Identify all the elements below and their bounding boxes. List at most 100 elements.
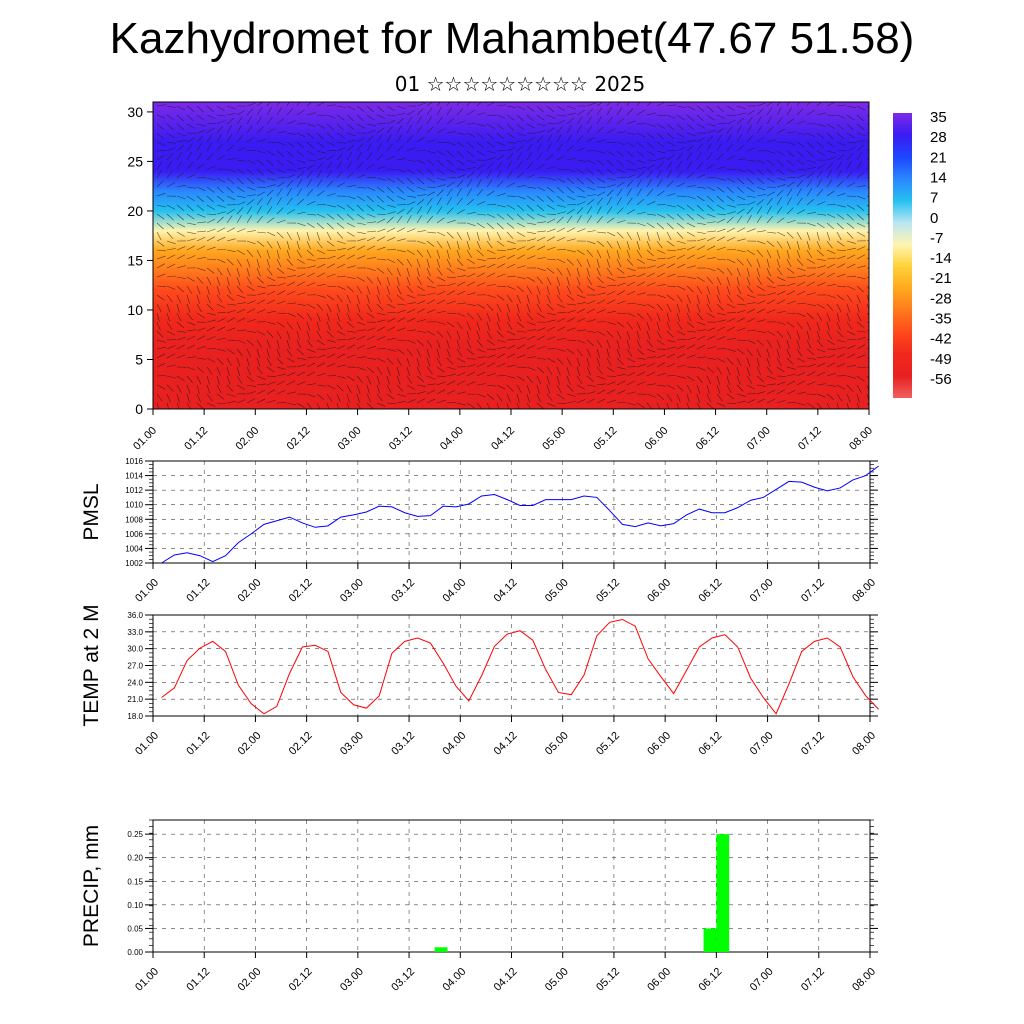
y-tick-label: 0.00 (127, 948, 143, 957)
temperature-colorbar: 35 28 21 14 7 0 -7 -14 -21 -28 -35 -42 -49 -56 (893, 109, 952, 398)
x-tick-label: 05.00 (543, 730, 571, 758)
x-tick-label: 03.00 (338, 730, 366, 758)
colorbar-label: -21 (930, 270, 952, 287)
temp-line (161, 618, 879, 715)
colorbar-label: 0 (930, 210, 938, 227)
x-tick-label: 03.12 (389, 730, 417, 758)
x-tick-label: 05.00 (543, 966, 571, 994)
colorbar-label: 35 (930, 109, 947, 126)
y-tick-label: 5 (135, 351, 143, 367)
pmsl-line (161, 465, 879, 564)
x-tick-label: 04.00 (440, 577, 468, 605)
precip-bar (703, 928, 717, 952)
x-tick-label: 05.00 (540, 425, 568, 453)
colorbar-ramp (893, 113, 912, 398)
x-tick-label: 02.00 (233, 425, 261, 453)
x-tick-label: 08.00 (850, 577, 878, 605)
colorbar-label: 21 (930, 149, 947, 166)
colorbar-label: -49 (930, 351, 952, 368)
x-tick-label: 04.12 (492, 577, 520, 605)
plot-frame (152, 614, 871, 717)
y-tick-label: 1008 (125, 515, 143, 524)
x-tick-label: 06.00 (645, 966, 673, 994)
x-tick-label: 05.12 (594, 730, 622, 758)
x-tick-label: 04.12 (489, 425, 517, 453)
x-tick-label: 01.00 (133, 577, 161, 605)
x-tick-label: 02.00 (236, 577, 264, 605)
x-tick-label: 01.00 (133, 966, 161, 994)
x-tick-label: 07.00 (748, 966, 776, 994)
x-tick-label: 06.00 (645, 730, 673, 758)
y-tick-label: 0 (135, 401, 143, 417)
x-tick-label: 02.12 (287, 577, 315, 605)
x-tick-label: 03.12 (387, 425, 415, 453)
y-tick-label: 1004 (125, 544, 143, 553)
x-tick-label: 06.12 (697, 577, 725, 605)
x-tick-label: 01.00 (131, 425, 159, 453)
y-tick-label: 1006 (125, 530, 143, 539)
y-tick-label: 0.25 (127, 830, 143, 839)
y-tick-label: 0.05 (127, 924, 143, 933)
x-tick-label: 04.00 (440, 730, 468, 758)
x-tick-label: 04.00 (440, 966, 468, 994)
x-tick-label: 05.00 (543, 577, 571, 605)
y-tick-label: 27.0 (127, 662, 143, 671)
y-tick-label: 0.10 (127, 901, 143, 910)
colorbar-label: -28 (930, 290, 952, 307)
grid (152, 614, 871, 717)
y-tick-label: 10 (127, 302, 143, 318)
pmsl-chart: 1002 1004 1006 1008 1010 1012 1014 1016 01.00 01.… (80, 457, 879, 605)
x-tick-label: 08.00 (850, 730, 878, 758)
x-tick-label: 01.12 (184, 730, 212, 758)
colorbar-label: -42 (930, 331, 952, 348)
x-tick-label: 01.12 (184, 966, 212, 994)
y-tick-label: 1016 (125, 457, 143, 466)
y-tick-label: 20 (127, 203, 143, 219)
y-axis-title: TEMP at 2 M (80, 604, 103, 726)
y-tick-label: 21.0 (127, 695, 143, 704)
y-tick-label: 24.0 (127, 678, 143, 687)
x-tick-label: 04.12 (492, 966, 520, 994)
x-tick-label: 05.12 (594, 966, 622, 994)
x-tick-label: 07.00 (745, 425, 773, 453)
x-tick-label: 07.12 (799, 966, 827, 994)
precip-bar (434, 947, 448, 952)
colorbar-label: -14 (930, 250, 952, 267)
temp-2m-chart: 18.0 21.0 24.0 27.0 30.0 33.0 36.0 01.00 01.12 02… (80, 604, 879, 758)
grid (152, 460, 871, 564)
x-tick-label: 04.12 (492, 730, 520, 758)
x-tick-label: 02.12 (287, 966, 315, 994)
y-tick-label: 25 (127, 153, 143, 169)
x-tick-label: 06.12 (694, 425, 722, 453)
x-tick-label: 07.12 (799, 730, 827, 758)
y-axis-title: PMSL (80, 483, 103, 540)
x-tick-label: 02.00 (236, 730, 264, 758)
grid (152, 820, 871, 953)
x-tick-label: 02.00 (236, 966, 264, 994)
plot-frame (152, 460, 871, 564)
x-tick-label: 06.12 (697, 730, 725, 758)
x-tick-label: 03.00 (338, 577, 366, 605)
y-tick-label: 0.15 (127, 877, 143, 886)
x-tick-label: 01.12 (184, 577, 212, 605)
y-tick-label: 33.0 (127, 628, 143, 637)
colorbar-label: -56 (930, 371, 952, 388)
y-tick-label: 0.20 (127, 854, 143, 863)
x-tick-label: 01.00 (133, 730, 161, 758)
colorbar-label: 14 (930, 169, 947, 186)
y-tick-label: 1012 (125, 486, 143, 495)
wind-barbs (156, 102, 869, 409)
y-tick-label: 30.0 (127, 645, 143, 654)
x-tick-label: 06.12 (697, 966, 725, 994)
x-tick-label: 03.12 (389, 577, 417, 605)
colorbar-label: -7 (930, 230, 943, 247)
x-tick-label: 07.12 (796, 425, 824, 453)
x-tick-label: 02.12 (285, 425, 313, 453)
y-tick-label: 15 (127, 252, 143, 268)
precip-chart: 0.00 0.05 0.10 0.15 0.20 0.25 01.00 01.12 02.00 0… (80, 819, 878, 994)
colorbar-label: 7 (930, 190, 938, 207)
x-tick-label: 07.00 (748, 730, 776, 758)
x-tick-label: 03.00 (338, 966, 366, 994)
y-tick-label: 1014 (125, 472, 143, 481)
